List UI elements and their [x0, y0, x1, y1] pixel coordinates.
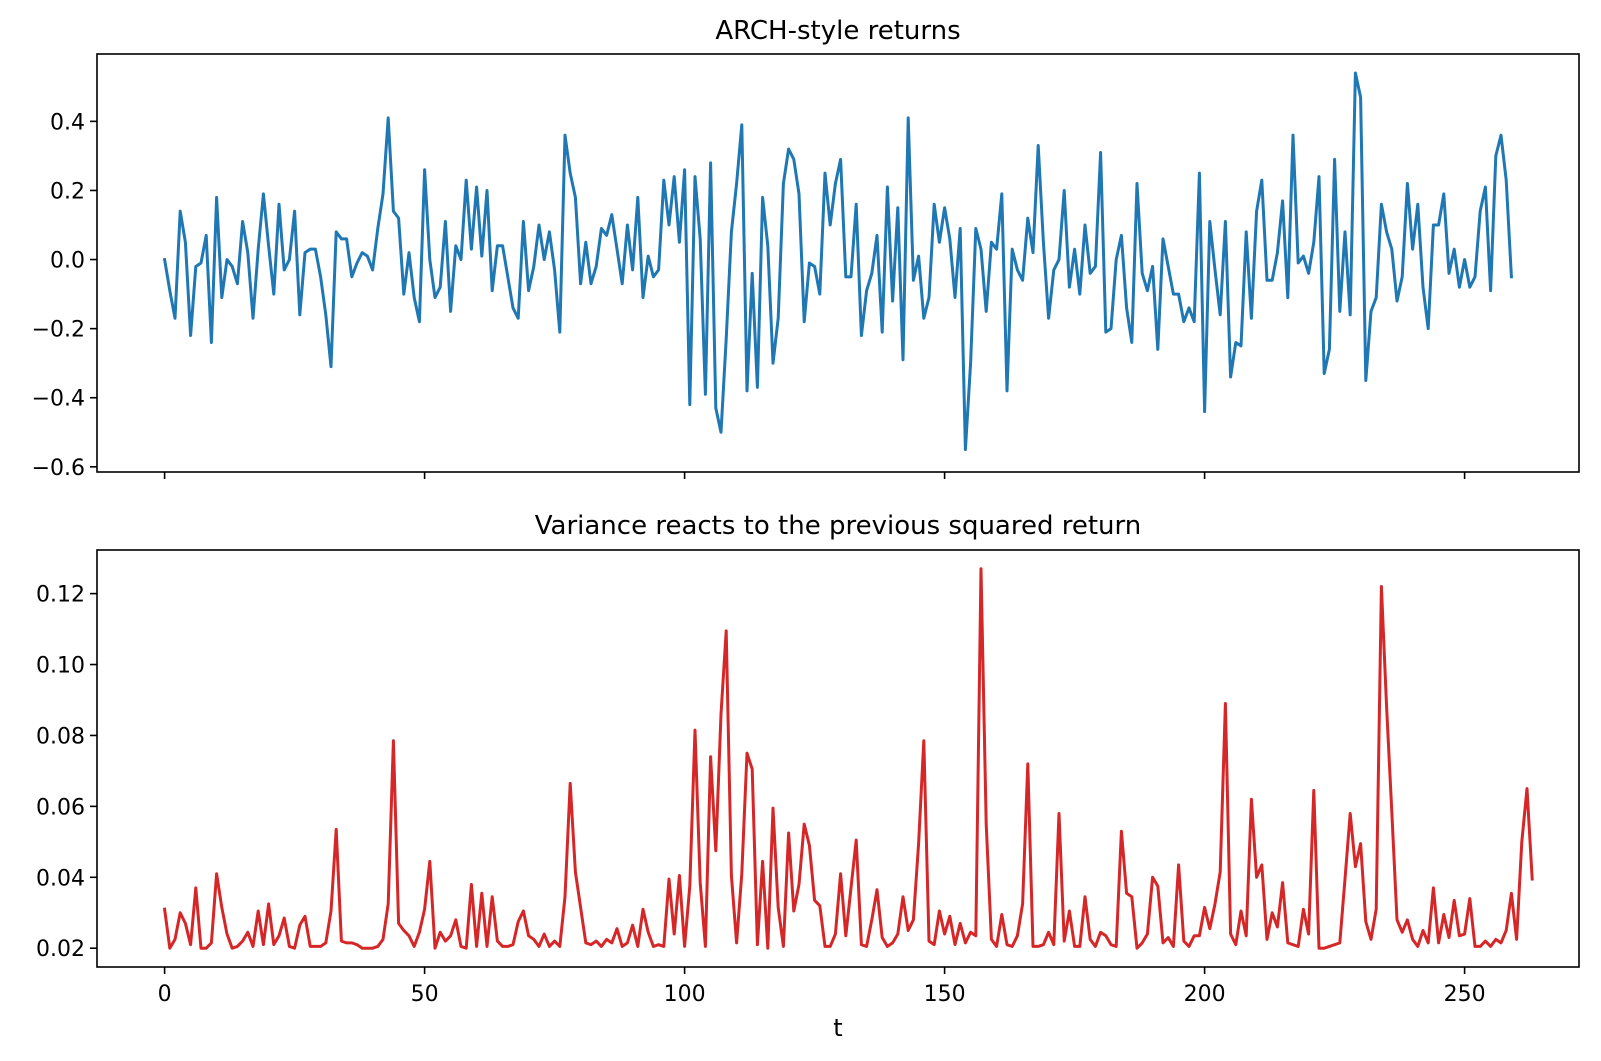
variance-y-axis: 0.02 0.04 0.06 0.08 0.10 0.12 [36, 583, 97, 962]
returns-y-tick-label: 0.4 [50, 110, 85, 135]
variance-y-tick-label: 0.08 [36, 724, 85, 749]
variance-y-tick-label: 0.02 [36, 937, 85, 962]
returns-panel-title: ARCH-style returns [715, 16, 960, 46]
variance-x-tick-label: 250 [1444, 982, 1486, 1007]
variance-y-tick-label: 0.12 [36, 583, 85, 608]
returns-panel: ARCH-style returns −0.6 −0.4 −0.2 0.0 0.2 0.4 [32, 16, 1580, 481]
returns-series-line [162, 71, 1513, 452]
returns-y-tick-label: −0.2 [32, 318, 85, 343]
variance-x-tick-label: 150 [924, 982, 966, 1007]
variance-x-axis-label: t [833, 1014, 842, 1042]
variance-x-tick-label: 100 [664, 982, 706, 1007]
returns-plot-frame [96, 53, 1580, 473]
returns-y-tick-label: 0.2 [50, 179, 85, 204]
variance-series-line [162, 567, 1534, 950]
variance-panel: Variance reacts to the previous squared … [36, 511, 1580, 1042]
variance-y-tick-label: 0.04 [36, 866, 85, 891]
returns-x-axis [163, 472, 1466, 479]
returns-y-tick-label: −0.4 [32, 387, 85, 412]
variance-x-tick-label: 0 [158, 982, 172, 1007]
variance-y-tick-label: 0.06 [36, 795, 85, 820]
variance-x-axis: 0 50 100 150 200 250 [158, 967, 1486, 1007]
variance-y-tick-label: 0.10 [36, 654, 85, 679]
variance-x-tick-label: 200 [1184, 982, 1226, 1007]
returns-series-layer [162, 71, 1513, 452]
variance-series-layer [162, 567, 1534, 950]
returns-y-tick-label: 0.0 [50, 249, 85, 274]
variance-plot-frame [96, 549, 1580, 968]
variance-panel-title: Variance reacts to the previous squared … [535, 511, 1142, 541]
variance-x-tick-label: 50 [411, 982, 439, 1007]
returns-y-tick-label: −0.6 [32, 456, 85, 481]
returns-y-axis: −0.6 −0.4 −0.2 0.0 0.2 0.4 [32, 110, 97, 481]
